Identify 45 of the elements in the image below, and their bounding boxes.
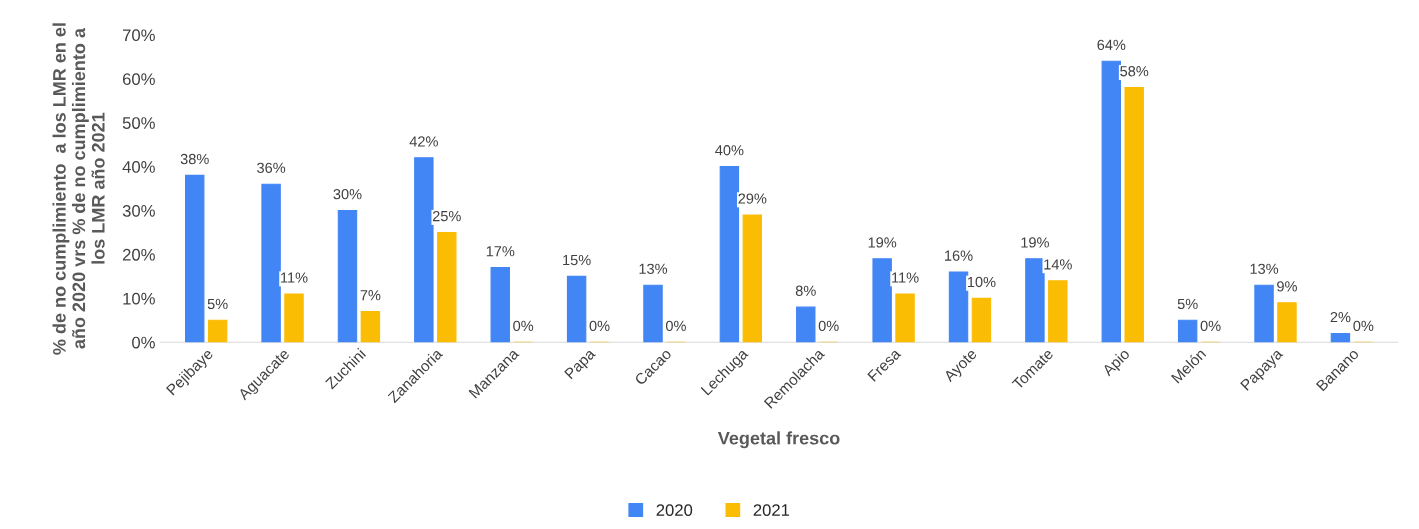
data-label: 11% [892, 272, 919, 283]
data-label: 64% [1097, 39, 1126, 51]
y-axis-title: % de no cumplimiento a los LMR en el año 2020 vrs % de no cumplimiento a los LMR año 2021 [52, 23, 105, 355]
data-label: 7% [360, 290, 381, 301]
data-label: 5% [207, 298, 228, 310]
y-tick-label: 40% [122, 161, 155, 173]
data-label: 38% [180, 153, 209, 165]
x-axis-title: Vegetal fresco [717, 431, 840, 449]
data-label: 9% [1277, 281, 1297, 292]
data-label: 36% [257, 162, 286, 173]
y-tick-label: 0% [132, 336, 155, 349]
data-label: 25% [432, 210, 461, 222]
data-label: 40% [715, 145, 744, 156]
data-label: 0% [818, 320, 839, 332]
data-label: 0% [513, 320, 534, 332]
legend-label: 2021 [753, 504, 790, 516]
data-label: 10% [967, 276, 996, 288]
data-label: 17% [486, 246, 515, 257]
data-label: 13% [1250, 263, 1279, 274]
x-tick-label: Apio [1101, 347, 1133, 379]
data-label: 16% [945, 250, 973, 261]
data-label: 30% [333, 189, 362, 200]
data-label: 14% [1044, 259, 1072, 270]
data-label: 2% [1330, 311, 1351, 323]
data-label: 11% [281, 272, 308, 283]
data-label: 8% [795, 285, 816, 296]
data-label: 5% [1177, 298, 1198, 310]
y-tick-label: 70% [122, 29, 155, 42]
y-tick-label: 50% [122, 117, 155, 129]
data-label: 19% [1021, 237, 1049, 248]
legend-label: 2020 [656, 504, 693, 516]
y-tick-label: 30% [122, 204, 155, 217]
data-label: 0% [665, 320, 686, 332]
y-tick-label: 10% [123, 292, 155, 305]
data-label: 13% [639, 263, 668, 274]
data-label: 19% [868, 237, 897, 248]
data-label: 42% [409, 136, 438, 147]
data-label: 15% [563, 254, 591, 266]
data-label: 0% [589, 320, 610, 332]
data-label: 0% [1353, 320, 1374, 332]
y-tick-label: 20% [122, 248, 155, 261]
data-label: 58% [1120, 66, 1149, 77]
data-label: 29% [738, 193, 767, 204]
y-tick-label: 60% [122, 73, 155, 86]
data-label: 0% [1200, 320, 1221, 332]
